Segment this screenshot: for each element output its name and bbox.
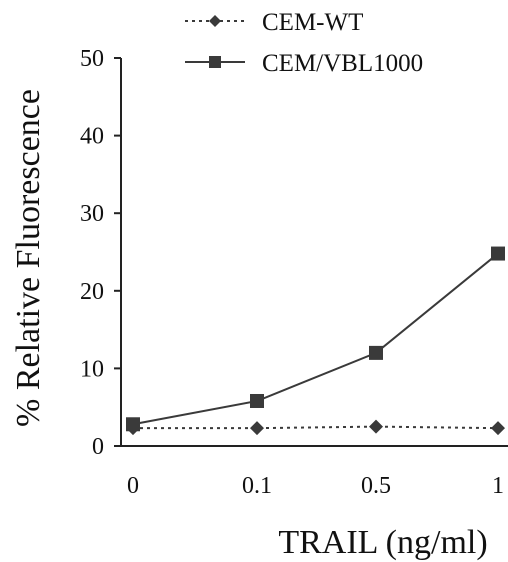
x-tick-label-0.1: 0.1 xyxy=(242,473,272,499)
legend-item-cem-wt: CEM-WT xyxy=(185,9,363,36)
marker-cem-vbl1000-2 xyxy=(369,345,383,360)
series-line-cem-wt xyxy=(133,425,499,430)
y-tick-label-50: 50 xyxy=(80,46,104,72)
marker-cem-wt-2 xyxy=(369,419,383,434)
legend-marker-cem-wt xyxy=(209,15,221,27)
y-tick-label-30: 30 xyxy=(80,201,104,227)
legend-marker-cem-vbl1000 xyxy=(209,56,221,68)
y-axis-title: % Relative Fluorescence xyxy=(10,89,47,427)
y-axis-ticks: 0 10 20 30 40 50 xyxy=(80,46,121,460)
y-tick-label-10: 10 xyxy=(80,356,104,382)
series-line-cem-vbl1000 xyxy=(132,252,499,426)
x-axis-ticks: 0 0.1 0.5 1 xyxy=(127,473,504,499)
marker-cem-vbl1000-3 xyxy=(491,246,505,261)
marker-cem-vbl1000-0 xyxy=(126,417,140,432)
series-layer xyxy=(126,246,505,436)
y-tick-label-20: 20 xyxy=(80,279,104,305)
x-tick-label-0: 0 xyxy=(127,473,139,499)
x-axis-title: TRAIL (ng/ml) xyxy=(278,524,487,561)
legend: CEM-WT CEM/VBL1000 xyxy=(185,9,423,77)
y-tick-label-40: 40 xyxy=(80,124,104,150)
x-tick-label-0.5: 0.5 xyxy=(361,473,391,499)
marker-cem-wt-1 xyxy=(250,421,264,436)
legend-label-cem-vbl1000: CEM/VBL1000 xyxy=(262,50,423,77)
y-tick-label-0: 0 xyxy=(92,434,104,460)
marker-cem-wt-3 xyxy=(491,421,505,436)
legend-label-cem-wt: CEM-WT xyxy=(262,9,363,36)
marker-cem-vbl1000-1 xyxy=(250,393,264,408)
x-tick-label-1: 1 xyxy=(492,473,504,499)
legend-item-cem-vbl1000: CEM/VBL1000 xyxy=(185,50,423,77)
